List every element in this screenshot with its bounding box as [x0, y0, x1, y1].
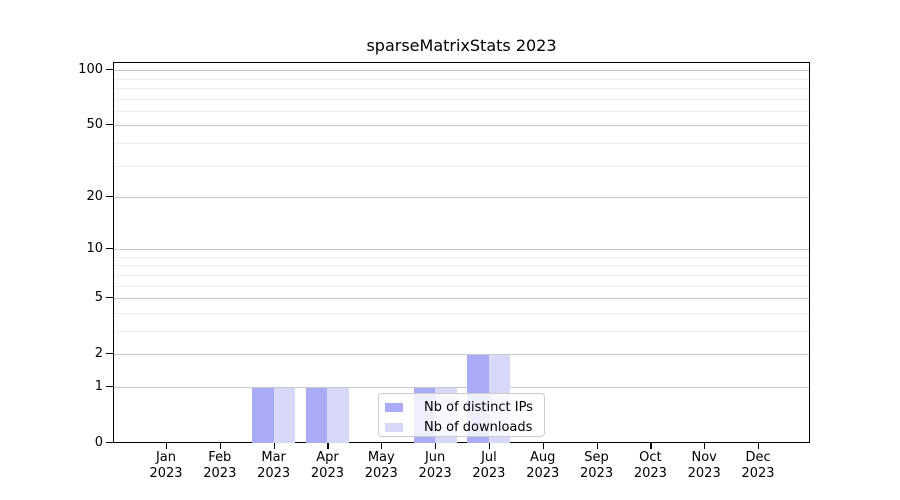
- y-tick-label: 100: [78, 62, 103, 78]
- x-axis-tick: [542, 443, 544, 449]
- x-tick-label: Jun 2023: [403, 450, 467, 481]
- bar-downloads: [273, 387, 296, 443]
- x-axis-tick: [219, 443, 221, 449]
- x-tick-label: Apr 2023: [295, 450, 359, 481]
- x-tick-label: May 2023: [349, 450, 413, 481]
- y-axis-tick: [106, 124, 113, 126]
- y-axis-tick: [106, 196, 113, 198]
- year-label: 2023: [257, 465, 291, 481]
- major-gridline: [114, 386, 809, 388]
- major-gridline: [114, 70, 809, 72]
- major-gridline: [114, 298, 809, 300]
- x-axis-tick: [488, 443, 491, 449]
- legend-label: Nb of downloads: [424, 419, 533, 435]
- major-gridline: [114, 354, 809, 356]
- x-axis-tick: [435, 443, 437, 449]
- year-label: 2023: [149, 465, 183, 481]
- minor-gridline: [114, 285, 809, 287]
- x-axis-tick: [704, 443, 706, 449]
- month-label: Nov: [691, 450, 717, 465]
- year-label: 2023: [580, 465, 614, 481]
- legend-row: Nb of distinct IPs: [385, 397, 536, 417]
- year-label: 2023: [203, 465, 237, 481]
- x-axis-tick: [758, 443, 760, 449]
- year-label: 2023: [418, 465, 452, 481]
- major-gridline: [114, 197, 809, 198]
- x-tick-label: Feb 2023: [188, 450, 252, 481]
- legend-swatch-distinct-ips: [385, 402, 403, 412]
- y-tick-label: 20: [86, 189, 103, 204]
- y-axis-tick: [106, 297, 113, 299]
- month-label: Jul: [481, 450, 497, 465]
- minor-gridline: [114, 142, 809, 144]
- x-axis-tick: [166, 443, 168, 449]
- month-label: Apr: [316, 450, 339, 465]
- month-label: Jun: [424, 450, 446, 465]
- bar-distinct-ips: [305, 387, 328, 443]
- x-axis-tick: [381, 443, 383, 449]
- minor-gridline: [114, 330, 809, 332]
- year-label: 2023: [364, 465, 398, 481]
- month-label: Feb: [208, 450, 232, 465]
- month-label: Dec: [745, 450, 771, 465]
- year-label: 2023: [472, 465, 506, 481]
- y-tick-label: 1: [94, 378, 103, 394]
- y-tick-label: 50: [86, 117, 103, 133]
- year-label: 2023: [687, 465, 721, 481]
- y-axis-tick: [106, 248, 113, 250]
- y-tick-label: 2: [94, 346, 103, 362]
- x-tick-label: Oct 2023: [618, 450, 682, 481]
- y-tick-label: 0: [94, 435, 103, 450]
- major-gridline: [114, 125, 809, 127]
- y-tick-label: 5: [94, 290, 103, 306]
- year-label: 2023: [741, 465, 775, 481]
- minor-gridline: [114, 274, 809, 276]
- x-tick-label: Aug 2023: [511, 450, 575, 481]
- bar-distinct-ips: [252, 387, 274, 443]
- minor-gridline: [114, 256, 809, 258]
- x-axis-tick: [650, 443, 652, 449]
- x-axis-tick: [327, 443, 329, 449]
- x-axis-tick: [596, 443, 598, 449]
- month-label: Sep: [584, 450, 609, 465]
- x-tick-label: Sep 2023: [565, 450, 629, 481]
- minor-gridline: [114, 98, 809, 100]
- x-tick-label: Dec 2023: [726, 450, 790, 481]
- legend-row: Nb of downloads: [385, 417, 536, 437]
- x-tick-label: Jul 2023: [457, 450, 521, 481]
- x-tick-label: Mar 2023: [242, 450, 306, 481]
- y-axis-tick: [106, 69, 113, 71]
- month-label: May: [367, 450, 395, 465]
- month-label: Aug: [530, 450, 556, 465]
- plot-area: [113, 62, 810, 443]
- y-tick-label: 10: [86, 241, 103, 257]
- month-label: Jan: [155, 450, 177, 465]
- x-axis-tick: [273, 443, 275, 449]
- minor-gridline: [114, 265, 809, 267]
- y-axis-tick: [106, 385, 113, 388]
- bar-downloads: [327, 387, 349, 443]
- major-gridline: [114, 249, 809, 251]
- legend-label: Nb of distinct IPs: [424, 399, 533, 415]
- legend-swatch-downloads: [385, 422, 403, 432]
- legend: Nb of distinct IPs Nb of downloads: [378, 393, 545, 437]
- year-label: 2023: [526, 465, 560, 481]
- minor-gridline: [114, 87, 809, 89]
- x-tick-label: Nov 2023: [672, 450, 736, 481]
- year-label: 2023: [633, 465, 667, 481]
- year-label: 2023: [310, 465, 344, 481]
- minor-gridline: [114, 165, 809, 167]
- month-label: Mar: [261, 450, 286, 465]
- month-label: Oct: [639, 450, 662, 465]
- minor-gridline: [114, 78, 809, 80]
- chart-title: sparseMatrixStats 2023: [366, 36, 557, 55]
- x-tick-label: Jan 2023: [134, 450, 198, 481]
- minor-gridline: [114, 110, 809, 112]
- minor-gridline: [114, 312, 809, 314]
- y-axis-tick: [106, 353, 113, 355]
- y-axis-tick: [106, 442, 113, 444]
